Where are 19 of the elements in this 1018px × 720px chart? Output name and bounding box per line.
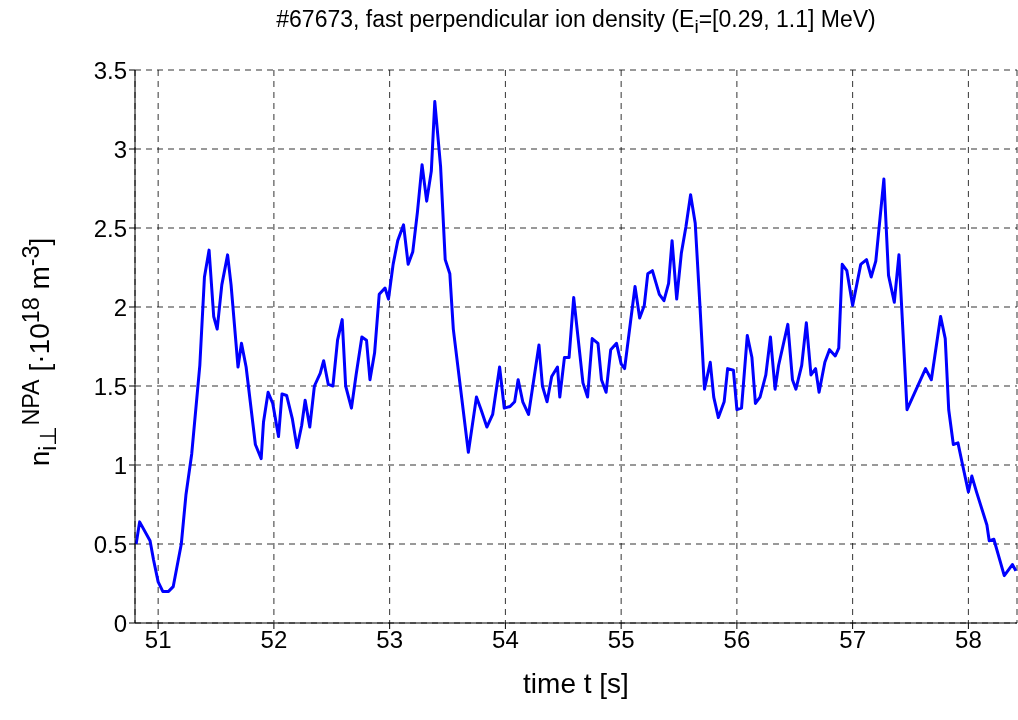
y-tick-label: 3 [113, 135, 127, 163]
chart-title: #67673, fast perpendicular ion density (E$_{i}$=[0.29, 1.1] MeV) [275, 6, 877, 38]
x-tick-label: 55 [607, 626, 635, 654]
line-series [135, 100, 1017, 593]
y-tick-label: 2.5 [93, 214, 127, 242]
x-tick-label: 56 [723, 626, 751, 654]
y-tick-label: 0.5 [93, 530, 127, 558]
x-tick-label: 57 [839, 626, 866, 654]
x-axis-title: time t [s] [522, 668, 630, 700]
x-tick-label: 54 [492, 626, 519, 654]
y-tick-label: 1 [113, 451, 127, 479]
y-tick-label: 0 [113, 609, 127, 637]
x-tick-label: 51 [144, 626, 172, 654]
y-tick-label: 3.5 [93, 56, 127, 84]
y-tick-label: 1.5 [93, 372, 127, 400]
x-tick-label: 58 [955, 626, 982, 654]
y-tick-label: 2 [113, 293, 127, 321]
x-tick-label: 53 [376, 626, 403, 654]
x-tick-label: 52 [260, 626, 288, 654]
